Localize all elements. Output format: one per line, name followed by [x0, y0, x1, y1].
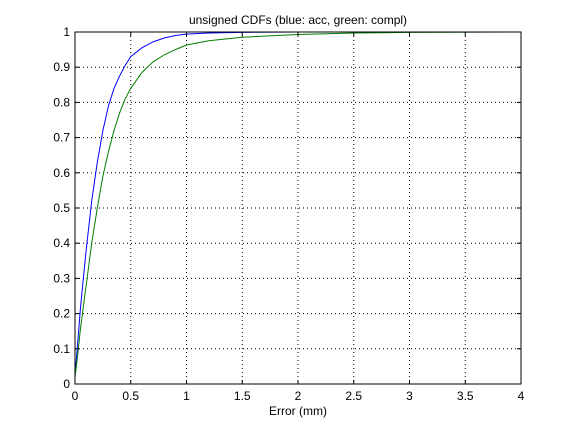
y-tick-label: 0.6: [53, 166, 70, 180]
y-tick-label: 1: [63, 25, 70, 39]
x-tick-label: 3: [406, 389, 413, 403]
y-tick-label: 0.7: [53, 131, 70, 145]
tick-marks: [74, 31, 522, 385]
series-group: [74, 31, 522, 378]
x-tick-label: 3.5: [457, 389, 474, 403]
chart-title: unsigned CDFs (blue: acc, green: compl): [189, 13, 407, 27]
y-tick-label: 0: [63, 377, 70, 391]
y-tick-label: 0.1: [53, 342, 70, 356]
y-tick-label: 0.2: [53, 307, 70, 321]
x-tick-label: 4: [518, 389, 525, 403]
series-line-1: [74, 31, 345, 377]
x-tick-label: 1: [183, 389, 190, 403]
grid-lines: [75, 32, 521, 384]
y-tick-label: 0.3: [53, 271, 70, 285]
y-tick-label: 0.8: [53, 95, 70, 109]
x-tick-labels: 0 0.5 1 1.5 2 2.5 3 3.5 4: [72, 389, 525, 403]
y-tick-label: 0.5: [53, 201, 70, 215]
x-tick-label: 0: [72, 389, 79, 403]
x-tick-label: 2.5: [345, 389, 362, 403]
x-axis-label: Error (mm): [269, 404, 327, 418]
x-tick-label: 0.5: [122, 389, 139, 403]
x-tick-label: 2: [295, 389, 302, 403]
y-tick-label: 0.9: [53, 60, 70, 74]
x-tick-label: 1.5: [234, 389, 251, 403]
y-tick-label: 0.4: [53, 236, 70, 250]
y-tick-labels: 0 0.1 0.2 0.3 0.4 0.5 0.6 0.7 0.8 0.9 1: [53, 25, 70, 391]
series-line-2: [74, 31, 522, 378]
